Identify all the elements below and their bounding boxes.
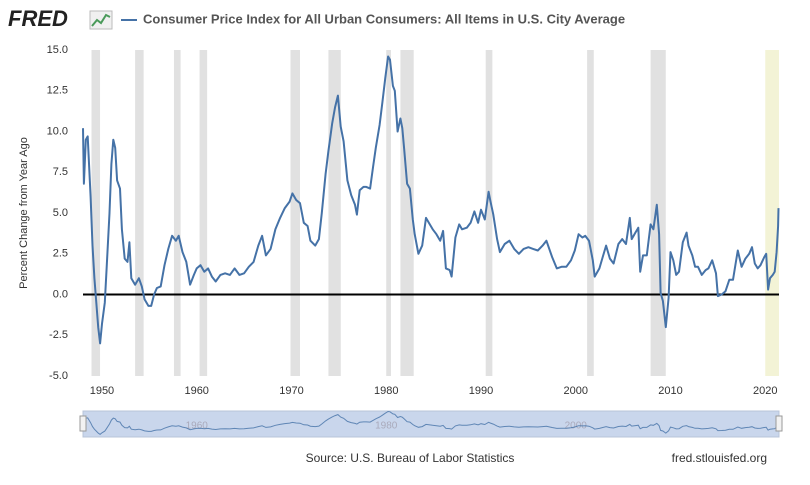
x-tick-label: 2000	[564, 385, 588, 397]
recession-band	[199, 50, 208, 376]
x-tick-label: 2010	[658, 385, 682, 397]
y-tick-label: 15.0	[47, 44, 68, 56]
y-axis-title: Percent Change from Year Ago	[18, 137, 30, 289]
series-line	[82, 55, 780, 345]
highlight-band	[765, 50, 779, 376]
navigator-handle[interactable]	[79, 415, 87, 432]
site: fred.stlouisfed.org	[672, 451, 767, 465]
y-tick-label: 12.5	[47, 85, 68, 97]
x-tick-label: 1990	[469, 385, 493, 397]
y-tick-label: 7.5	[53, 166, 68, 178]
y-tick-label: -2.5	[49, 329, 68, 341]
recession-band	[135, 50, 144, 376]
x-tick-label: 1980	[374, 385, 398, 397]
navigator-tick-label: 1980	[375, 421, 398, 432]
x-tick-label: 2020	[753, 385, 777, 397]
x-tick-label: 1970	[279, 385, 303, 397]
y-tick-label: -5.0	[49, 370, 68, 382]
recession-band	[290, 50, 300, 376]
logo-icon	[89, 10, 113, 30]
legend-label: Consumer Price Index for All Urban Consu…	[143, 11, 625, 26]
navigator-line	[82, 410, 779, 436]
y-tick-label: 5.0	[53, 207, 68, 219]
x-tick-label: 1950	[90, 385, 114, 397]
navigator-frame	[82, 410, 780, 438]
recession-band	[173, 50, 181, 376]
navigator-handle[interactable]	[775, 415, 783, 432]
recession-band	[386, 50, 391, 376]
recession-band	[587, 50, 594, 376]
logo: FRED	[8, 6, 68, 31]
recession-band	[91, 50, 101, 376]
navigator-tick-label: 1960	[186, 421, 209, 432]
source: Source: U.S. Bureau of Labor Statistics	[306, 451, 515, 465]
y-tick-label: 0.0	[53, 288, 68, 300]
x-tick-label: 1960	[184, 385, 208, 397]
recession-band	[485, 50, 493, 376]
y-tick-label: 2.5	[53, 248, 68, 260]
y-tick-label: 10.0	[47, 125, 68, 137]
